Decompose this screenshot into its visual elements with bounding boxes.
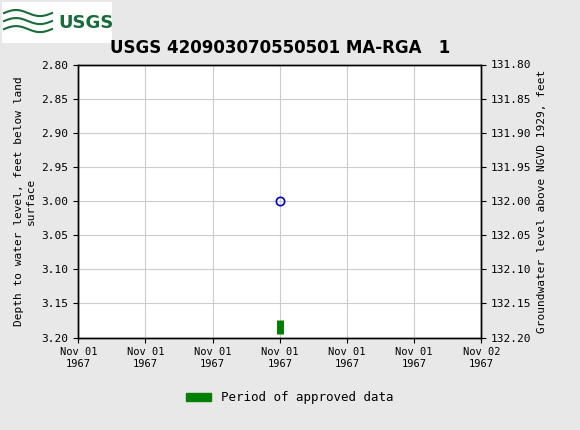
Y-axis label: Groundwater level above NGVD 1929, feet: Groundwater level above NGVD 1929, feet — [537, 69, 547, 333]
Y-axis label: Depth to water level, feet below land
surface: Depth to water level, feet below land su… — [14, 76, 36, 326]
Title: USGS 420903070550501 MA-RGA   1: USGS 420903070550501 MA-RGA 1 — [110, 40, 450, 57]
Legend: Period of approved data: Period of approved data — [181, 386, 399, 409]
Bar — [2, 2, 112, 43]
Text: USGS: USGS — [58, 14, 113, 32]
